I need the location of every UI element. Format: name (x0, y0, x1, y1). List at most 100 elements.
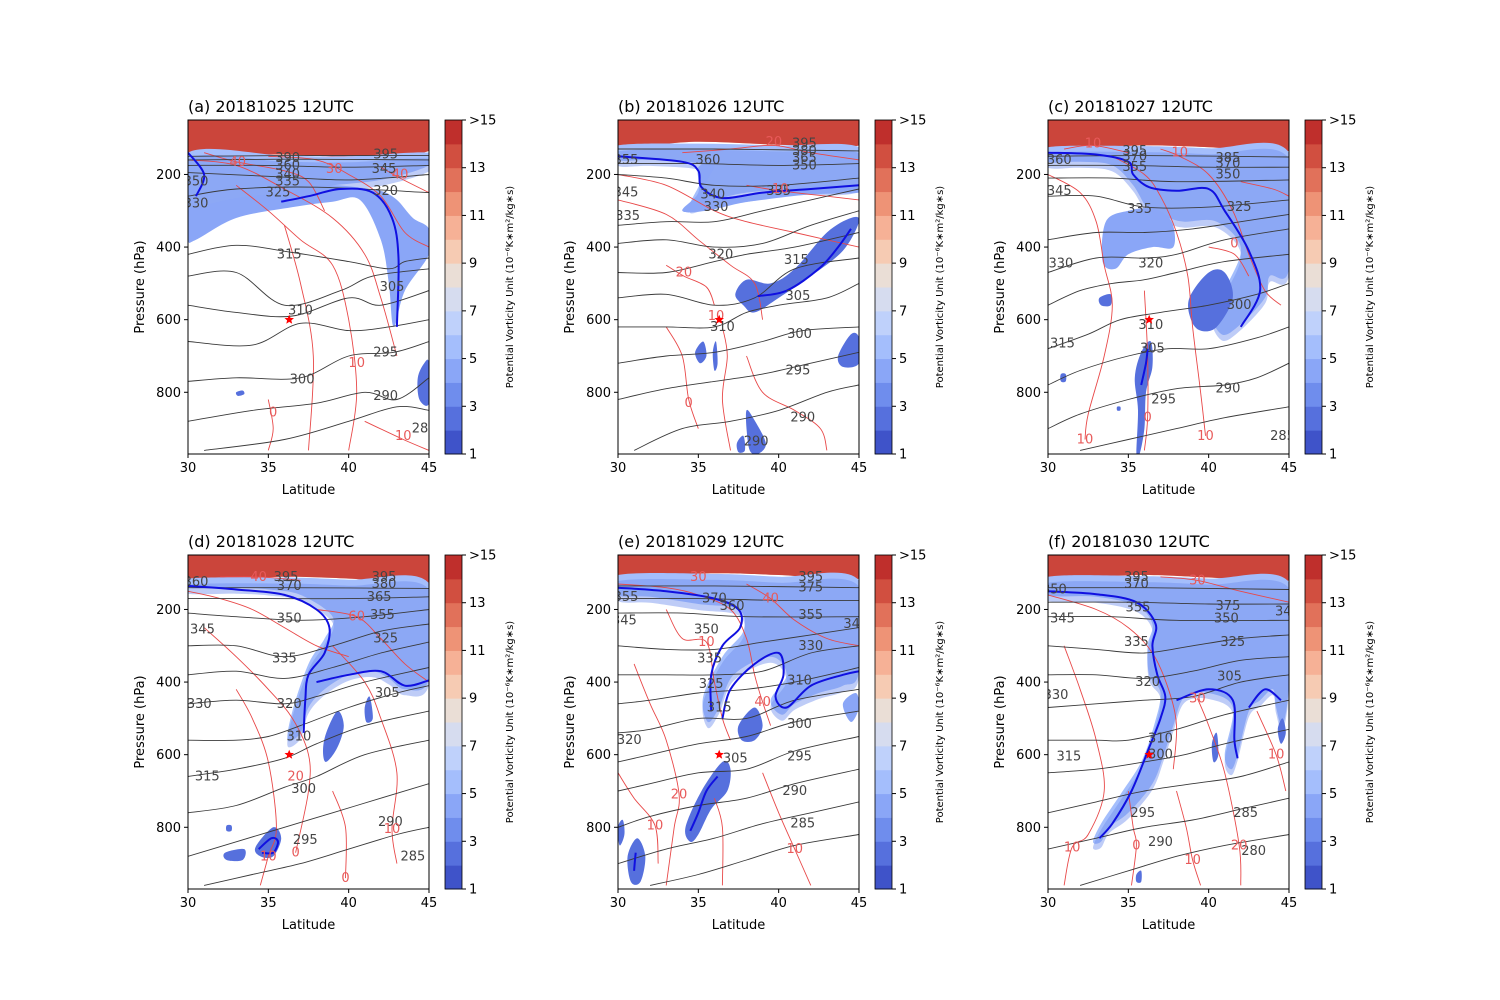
pv-shading-region (837, 332, 859, 368)
colorbar-swatch (875, 722, 892, 747)
theta-contour-line (1048, 213, 1289, 241)
theta-contour-label: 295 (1130, 806, 1155, 821)
wind-contour-line (1240, 181, 1289, 197)
colorbar-swatch (1305, 602, 1322, 628)
colorbar-frame (874, 119, 893, 455)
wind-contour-label: 40 (230, 155, 247, 170)
x-tick-label: 40 (770, 461, 787, 476)
theta-contour-line (1048, 282, 1289, 350)
colorbar-swatch (445, 120, 462, 145)
theta-contour-label: 355 (1122, 160, 1147, 175)
theta-contour-label: 350 (1216, 167, 1241, 182)
theta-contour-line (188, 783, 429, 857)
theta-contour-line (188, 155, 429, 157)
wind-contour-label: 0 (292, 846, 300, 861)
wind-contour-label: 0 (269, 405, 277, 420)
pv-shading-region (223, 848, 246, 862)
colorbar-swatch (1305, 191, 1322, 216)
theta-contour-line (1048, 634, 1289, 654)
theta-contour-label: 395 (274, 570, 299, 585)
colorbar-frame (1304, 119, 1323, 455)
theta-contour-label: 285 (412, 422, 437, 437)
pv-shading-region (735, 216, 859, 313)
theta-contour-label: 295 (786, 364, 811, 379)
theta-contour-label: 330 (1048, 256, 1073, 271)
wind-contour-line (618, 174, 859, 248)
theta-contour-label: 295 (787, 749, 812, 764)
colorbar-swatch (875, 120, 892, 145)
wind-contour-line (1176, 790, 1202, 886)
colorbar-swatch (875, 358, 892, 383)
theta-contour-label: 380 (792, 144, 817, 159)
pv-shading-band (188, 581, 429, 748)
pv2-contour-line (618, 586, 743, 712)
x-axis-label: Latitude (1142, 483, 1196, 498)
theta-contour-line (618, 801, 859, 865)
theta-contour-label: 360 (184, 575, 209, 590)
wind-contour-line (1063, 645, 1105, 886)
colorbar-tick-label: >15 (899, 114, 926, 129)
wind-contour-line (721, 326, 731, 451)
theta-contour-label: 350 (277, 612, 302, 627)
panel-f: (f) 20181030 12UTC3503453303153553353203… (993, 532, 1376, 933)
colorbar-tick-label: >15 (469, 114, 496, 129)
axes-frame (1047, 554, 1290, 890)
wind-contour-line (1127, 790, 1137, 886)
colorbar-swatch (1305, 769, 1322, 795)
theta-contour-label: 395 (1122, 144, 1147, 159)
theta-contour-label: 290 (744, 434, 769, 449)
wind-contour-line (1160, 576, 1289, 603)
wind-contour-line (267, 399, 274, 451)
wind-contour-line (665, 609, 731, 741)
wind-contour-line (316, 609, 429, 683)
theta-contour-line (618, 645, 859, 676)
wind-contour-label: 20 (766, 135, 783, 150)
pv-shading-region (712, 341, 718, 371)
x-tick-label: 40 (340, 461, 357, 476)
theta-contour-label: 290 (790, 411, 815, 426)
theta-contour-label: 315 (277, 247, 302, 262)
colorbar-swatch (445, 626, 462, 651)
colorbar-tick-label: 11 (1329, 644, 1346, 659)
theta-contour-label: 345 (1050, 612, 1075, 627)
theta-contour-label: 320 (1135, 675, 1160, 690)
colorbar-tick-label: 7 (469, 739, 477, 754)
axes-frame (187, 119, 430, 455)
y-tick-label: 800 (586, 821, 611, 836)
theta-contour-label: 285 (401, 849, 426, 864)
plot-area: 3603453303153553353203103052952902853503… (1048, 120, 1295, 454)
y-tick-label: 400 (586, 676, 611, 691)
theta-contour-label: 310 (787, 673, 812, 688)
colorbar-tick-label: 5 (899, 352, 907, 367)
wind-contour-label: 10 (708, 309, 725, 324)
theta-contour-label: 285 (1270, 429, 1295, 444)
location-marker-star (1144, 314, 1154, 324)
colorbar-swatch (1305, 263, 1322, 288)
pv-shading-highlight (618, 120, 859, 148)
theta-contour-label: 305 (786, 289, 811, 304)
theta-contour-label: 310 (1148, 731, 1173, 746)
theta-contour-line (1048, 164, 1289, 168)
pv-shading-region (364, 696, 373, 723)
y-tick-label: 400 (156, 676, 181, 691)
theta-contour-line (188, 172, 429, 181)
y-tick-label: 600 (1016, 748, 1041, 763)
theta-contour-label: 375 (798, 581, 823, 596)
colorbar-swatch (445, 578, 462, 604)
wind-contour-line (1208, 246, 1250, 277)
theta-contour-label: 340 (700, 187, 725, 202)
colorbar-tick-label: 1 (469, 883, 477, 898)
pv-shading-region (1101, 208, 1176, 270)
wind-contour-line (235, 689, 277, 886)
colorbar-tick-label: >15 (899, 549, 926, 564)
theta-contour-label: 360 (696, 153, 721, 168)
theta-contour-label: 340 (1275, 604, 1300, 619)
wind-contour-label: 40 (392, 167, 409, 182)
colorbar-swatch (445, 865, 462, 890)
theta-contour-label: 330 (704, 200, 729, 215)
x-tick-label: 45 (851, 461, 868, 476)
theta-contour-label: 345 (612, 613, 637, 628)
x-tick-label: 40 (1200, 461, 1217, 476)
colorbar-frame (444, 554, 463, 890)
colorbar-swatch (875, 555, 892, 580)
